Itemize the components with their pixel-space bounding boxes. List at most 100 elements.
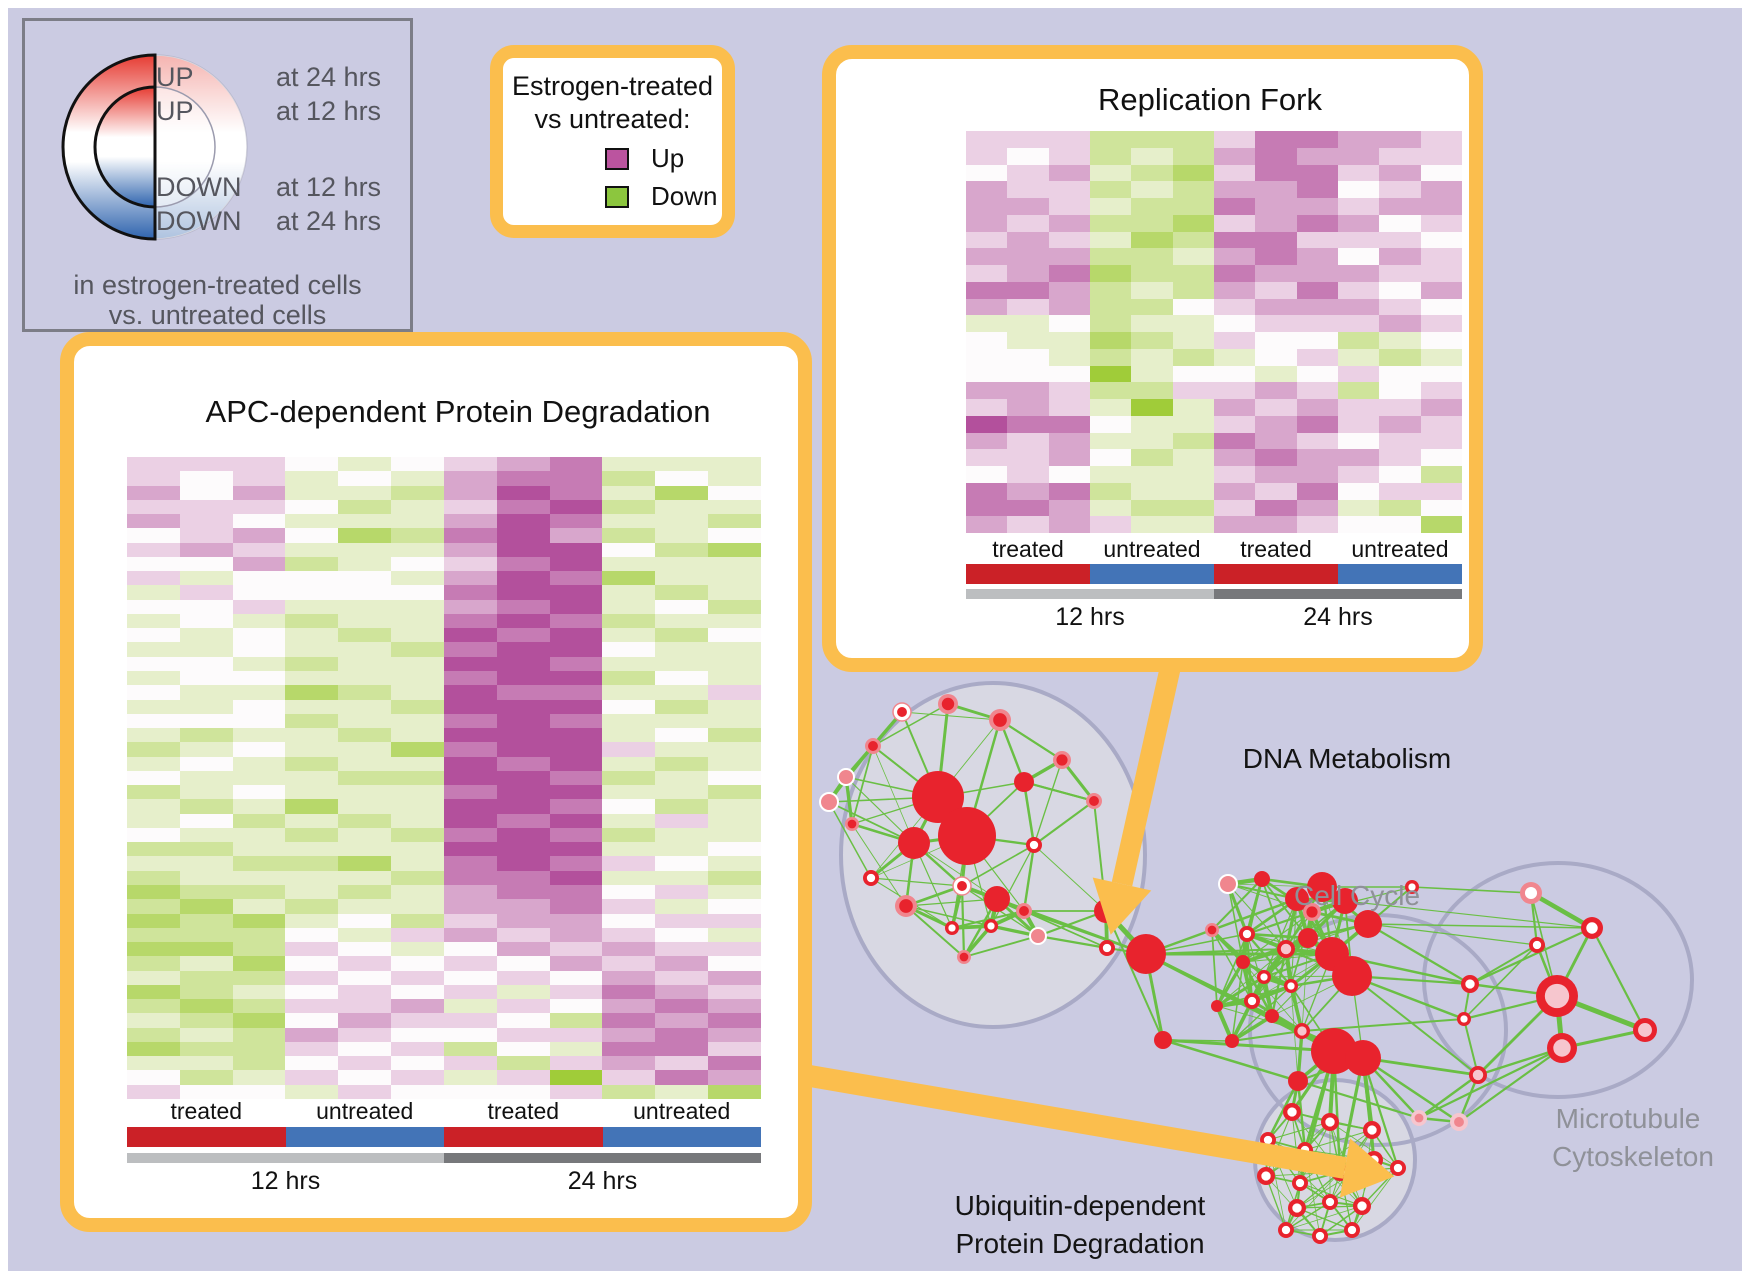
heatmap-cell (966, 248, 1008, 265)
heatmap-cell (1296, 348, 1338, 366)
heatmap-cell (1131, 466, 1173, 483)
heatmap-cell (391, 613, 444, 629)
heatmap-cell (1379, 466, 1421, 483)
heatmap-cell (391, 585, 444, 600)
heatmap-cell (1296, 147, 1338, 165)
time-labels-apc: 12 hrs 24 hrs (127, 1167, 761, 1196)
heatmap-cell (966, 214, 1008, 232)
heatmap-cell (443, 742, 497, 757)
heatmap-cell (285, 499, 339, 515)
heatmap-cell (127, 670, 180, 686)
heatmap-cell (496, 670, 550, 686)
heatmap-cell (602, 471, 656, 486)
heatmap-cell (1255, 315, 1297, 332)
heatmap-cell (285, 799, 339, 814)
heatmap-cell (232, 599, 286, 614)
heatmap-cell (232, 842, 286, 857)
heatmap-cell (1048, 147, 1090, 165)
heatmap-cell (1089, 415, 1132, 433)
heatmap-cell (708, 571, 761, 586)
heatmap-cell (1048, 432, 1090, 450)
heatmap-cell (443, 585, 497, 600)
heatmap-cell (1007, 248, 1049, 265)
heatmap-cell (285, 770, 339, 786)
heatmap-cell (1131, 449, 1173, 466)
heatmap-cell (285, 1084, 339, 1099)
heatmap-cell (1007, 147, 1049, 165)
heatmap-cell (285, 970, 339, 985)
heatmap-cell (966, 382, 1008, 399)
up-color-swatch (605, 147, 629, 170)
heatmap-cell (127, 956, 180, 971)
heatmap-cell (1048, 198, 1090, 215)
heatmap-cell (179, 799, 233, 814)
heatmap-cell (1379, 248, 1421, 265)
heatmap-cell (1172, 164, 1214, 182)
heatmap-cell (285, 613, 339, 629)
heatmap-cell (338, 556, 392, 572)
heatmap-cell (1337, 231, 1380, 249)
heatmap-cell (1337, 516, 1380, 533)
heatmap-cell (285, 842, 339, 857)
heatmap-cell (338, 813, 392, 828)
heatmap-cell (1131, 382, 1173, 399)
heatmap-cell (708, 999, 761, 1014)
heatmap-cell (549, 1013, 603, 1028)
heatmap-cell (602, 756, 656, 771)
heatmap-cell (127, 685, 180, 700)
heatmap-cell (1131, 332, 1173, 349)
heatmap-cell (1048, 382, 1090, 399)
heatmap-cell (1172, 231, 1214, 249)
heatmap-cell (655, 499, 709, 515)
heatmap-cell (1213, 231, 1256, 249)
updown-gradient-circles-icon (61, 53, 248, 241)
heatmap-cell (232, 1084, 286, 1099)
heatmap-cell (1379, 499, 1421, 517)
heatmap-cell (1007, 298, 1049, 316)
heatmap-cell (127, 884, 180, 900)
heatmap-cell (549, 1070, 603, 1085)
heatmap-cell (1048, 164, 1090, 182)
heatmap-cell (127, 1084, 180, 1099)
heatmap-cell (391, 756, 444, 771)
heatmap-cell (1131, 281, 1173, 299)
heatmap-cell (655, 656, 709, 671)
heatmap-cell (496, 870, 550, 885)
heatmap-cell (179, 1013, 233, 1028)
heatmap-cell (179, 827, 233, 843)
heatmap-cell (496, 1056, 550, 1071)
heatmap-cell (391, 471, 444, 486)
heatmap-cell (1089, 432, 1132, 450)
heatmap-cell (708, 1041, 761, 1057)
heatmap-cell (232, 613, 286, 629)
legend-item-down: Down (605, 181, 722, 212)
heatmap-cell (1089, 214, 1132, 232)
heatmap-cell (127, 713, 180, 729)
heatmap-cell (496, 1084, 550, 1099)
heatmap-cell (655, 742, 709, 757)
heatmap-cell (443, 999, 497, 1014)
heatmap-cell (1296, 449, 1338, 466)
heatmap-cell (1296, 298, 1338, 316)
heatmap-cell (127, 728, 180, 743)
heatmap-cell (443, 457, 497, 472)
group-labels-apc: treated untreated treated untreated (127, 1098, 761, 1125)
heatmap-cell (708, 884, 761, 900)
heatmap-cell (1007, 281, 1049, 299)
heatmap-cell (496, 1070, 550, 1085)
heatmap-cell (443, 1013, 497, 1028)
heatmap-cell (602, 813, 656, 828)
heatmap-cell (443, 984, 497, 1000)
heatmap-cell (127, 471, 180, 486)
heatmap-cell (549, 799, 603, 814)
heatmap-cell (285, 884, 339, 900)
heatmap-cell (496, 999, 550, 1014)
heatmap-cell (1379, 198, 1421, 215)
cluster-label-dna-metabolism: DNA Metabolism (1242, 743, 1452, 774)
heatmap-cell (602, 642, 656, 657)
heatmap-cell (232, 485, 286, 500)
heatmap-cell (391, 499, 444, 515)
heatmap-cell (708, 628, 761, 643)
heatmap-cell (549, 613, 603, 629)
heatmap-cell (232, 884, 286, 900)
